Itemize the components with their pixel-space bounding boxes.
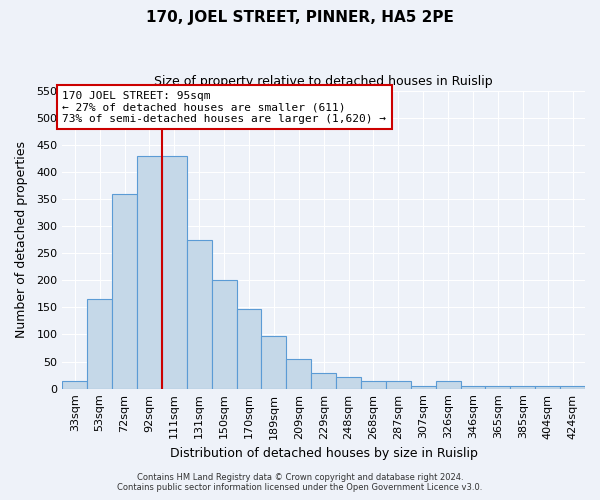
- Bar: [87, 299, 112, 388]
- Bar: [386, 381, 411, 388]
- Title: Size of property relative to detached houses in Ruislip: Size of property relative to detached ho…: [154, 75, 493, 88]
- Bar: [112, 194, 137, 388]
- Bar: [311, 373, 336, 388]
- Bar: [162, 156, 187, 388]
- Bar: [436, 381, 461, 388]
- Bar: [560, 386, 585, 388]
- Bar: [262, 336, 286, 388]
- Bar: [137, 156, 162, 388]
- Text: Contains HM Land Registry data © Crown copyright and database right 2024.
Contai: Contains HM Land Registry data © Crown c…: [118, 473, 482, 492]
- Bar: [361, 381, 386, 388]
- Bar: [535, 386, 560, 388]
- Bar: [212, 280, 236, 388]
- Bar: [411, 386, 436, 388]
- Text: 170, JOEL STREET, PINNER, HA5 2PE: 170, JOEL STREET, PINNER, HA5 2PE: [146, 10, 454, 25]
- Bar: [62, 380, 87, 388]
- Bar: [187, 240, 212, 388]
- Bar: [336, 377, 361, 388]
- Bar: [286, 359, 311, 388]
- Bar: [511, 386, 535, 388]
- Bar: [236, 309, 262, 388]
- Bar: [485, 386, 511, 388]
- Text: 170 JOEL STREET: 95sqm
← 27% of detached houses are smaller (611)
73% of semi-de: 170 JOEL STREET: 95sqm ← 27% of detached…: [62, 90, 386, 124]
- Y-axis label: Number of detached properties: Number of detached properties: [15, 141, 28, 338]
- X-axis label: Distribution of detached houses by size in Ruislip: Distribution of detached houses by size …: [170, 447, 478, 460]
- Bar: [461, 386, 485, 388]
